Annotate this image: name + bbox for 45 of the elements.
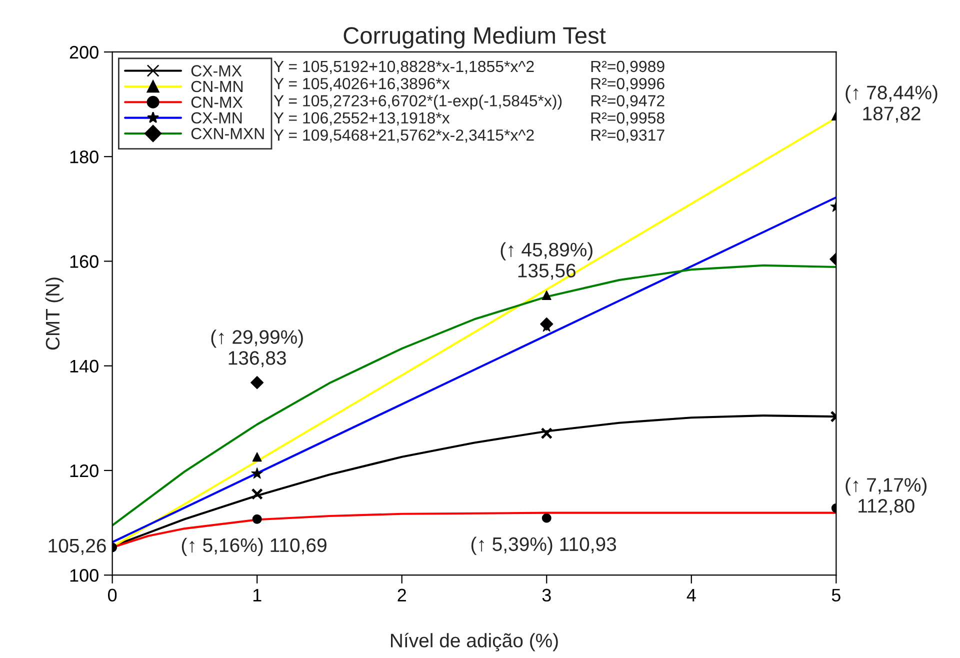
point	[540, 317, 554, 331]
x-tick-label: 3	[542, 588, 551, 602]
annotation: R²=0,9996	[591, 78, 664, 92]
annotation: (↑ 78,44%) 187,82	[846, 85, 938, 123]
annotation: (↑ 5,39%) 110,93	[471, 536, 616, 555]
annotation: (↑ 45,89%) 135,56	[500, 242, 592, 280]
annotation: (↑ 29,99%) 136,83	[211, 330, 303, 368]
legend-label: CX-MN	[191, 112, 242, 124]
chart-title: Corrugating Medium Test	[344, 26, 606, 49]
annotation: R²=0,9958	[591, 112, 664, 126]
point	[252, 452, 262, 462]
legend-label: CXN-MXN	[191, 128, 264, 140]
x-axis-title: Nível de adição (%)	[391, 632, 558, 652]
annotation: Y = 105,5192+10,8828*x-1,1855*x^2	[274, 60, 534, 74]
y-tick-label: 160	[70, 255, 98, 268]
x-tick-label: 0	[108, 588, 117, 602]
y-tick-label: 200	[70, 46, 98, 59]
annotation: 105,26	[48, 538, 106, 555]
annotation: R²=0,9317	[591, 129, 664, 143]
annotation: Y = 109,5468+21,5762*x-2,3415*x^2	[274, 129, 534, 143]
y-tick-label: 140	[70, 360, 98, 373]
annotation: (↑ 5,16%) 110,69	[182, 538, 326, 556]
point	[251, 467, 263, 479]
annotation: (↑ 7,17%) 112,80	[846, 477, 926, 516]
y-tick-label: 180	[70, 150, 98, 164]
legend-label: CN-MN	[191, 80, 243, 92]
y-tick-label: 100	[70, 569, 98, 582]
y-tick-label: 120	[70, 464, 98, 478]
annotation: R²=0,9472	[591, 95, 664, 108]
point	[540, 427, 553, 440]
legend-label: CN-MX	[191, 96, 243, 108]
y-axis-title: CMT (N)	[45, 278, 64, 350]
legend-label: CX-MX	[191, 65, 242, 76]
x-tick-label: 1	[253, 588, 262, 602]
line-series	[112, 264, 836, 526]
point	[250, 376, 264, 390]
annotation: Y = 105,4026+16,3896*x	[274, 78, 450, 92]
x-tick-label: 5	[832, 588, 840, 602]
x-tick-label: 2	[398, 588, 406, 602]
annotation: Y = 105,2723+6,6702*(1-exp(-1,5845*x))	[274, 94, 562, 110]
annotation: Y = 106,2552+13,1918*x	[274, 112, 450, 126]
x-tick-label: 4	[686, 588, 696, 602]
point	[542, 290, 552, 300]
annotation: R²=0,9989	[591, 60, 664, 74]
point	[251, 488, 263, 500]
